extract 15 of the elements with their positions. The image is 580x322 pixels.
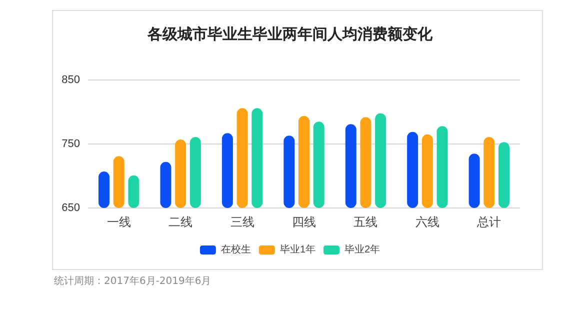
x-tick-label: 二线 [168, 215, 193, 229]
x-tick-label: 四线 [292, 215, 316, 229]
text: 统计周期：2017年6月-2019年6月 [54, 274, 212, 288]
x-tick-label: 六线 [415, 215, 440, 229]
legend-label: 在校生 [220, 244, 251, 256]
y-tick-label: 750 [62, 138, 80, 150]
y-tick-label: 850 [62, 74, 80, 86]
x-tick-label: 五线 [354, 215, 378, 229]
chart-title: 各级城市毕业生毕业两年间人均消费额变化 [146, 25, 434, 43]
x-tick-label: 三线 [230, 215, 254, 229]
x-tick-label: 总计 [476, 215, 502, 229]
y-tick-label: 650 [62, 202, 80, 214]
legend-label: 毕业2年 [344, 244, 380, 256]
legend-label: 毕业1年 [280, 244, 316, 256]
x-tick-label: 一线 [106, 215, 131, 229]
